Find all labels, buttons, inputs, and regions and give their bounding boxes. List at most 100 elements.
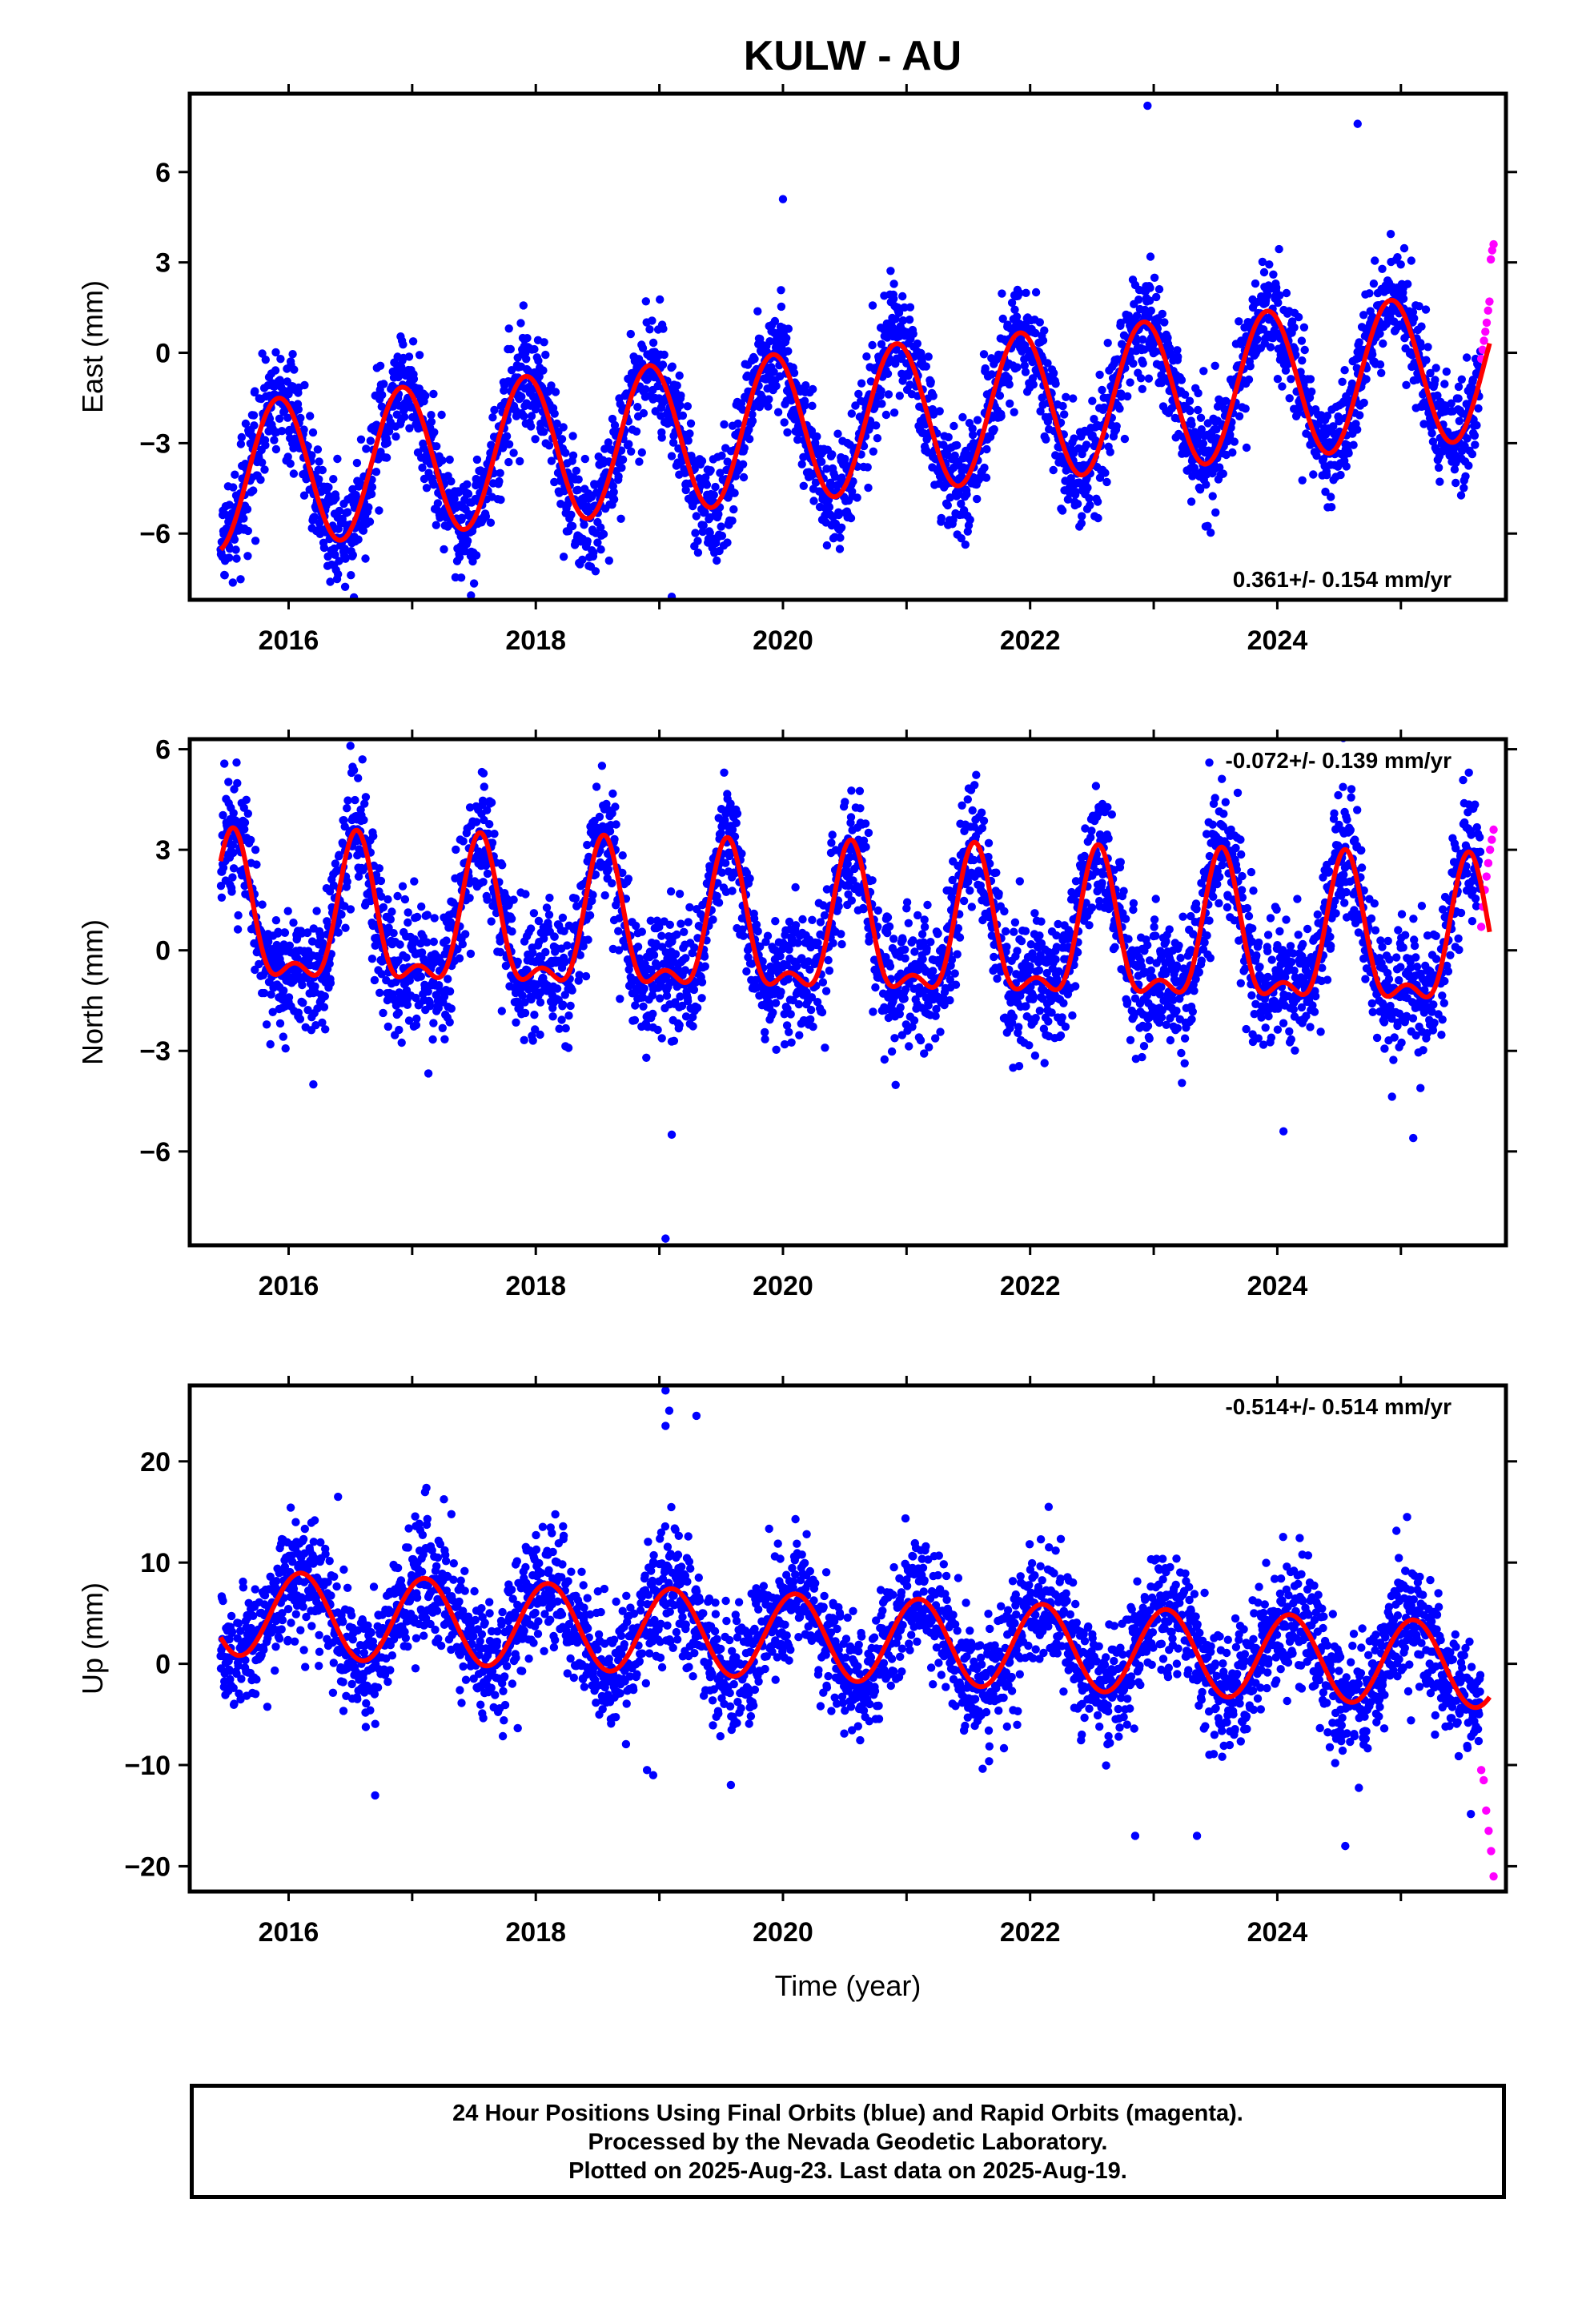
east-point — [599, 529, 608, 539]
north-point — [640, 984, 648, 993]
north-point — [806, 1005, 816, 1015]
east-point — [324, 483, 333, 492]
east-point — [1386, 230, 1395, 239]
north-point — [720, 768, 729, 777]
north-point — [298, 980, 307, 990]
east-point — [504, 440, 514, 448]
east-point — [341, 554, 350, 563]
north-point — [284, 993, 294, 1002]
east-rapid-point — [1480, 336, 1488, 345]
east-point — [241, 419, 251, 428]
east-point — [1207, 529, 1215, 537]
east-point — [427, 417, 436, 426]
north-point — [544, 911, 554, 919]
north-point — [671, 950, 681, 959]
east-point — [1359, 398, 1368, 408]
east-point — [851, 401, 860, 410]
east-point — [572, 466, 580, 475]
east-point — [877, 387, 885, 396]
east-point — [296, 413, 305, 423]
east-point — [979, 350, 989, 359]
north-point — [821, 1043, 829, 1052]
east-point — [1403, 279, 1412, 288]
east-point — [1038, 336, 1048, 345]
north-point — [312, 907, 321, 915]
north-point — [461, 930, 470, 939]
north-point — [680, 927, 689, 937]
east-point — [343, 508, 352, 517]
north-point — [369, 831, 378, 841]
east-point — [926, 377, 935, 387]
east-point — [980, 463, 989, 472]
east-point — [495, 476, 504, 486]
east-point — [633, 403, 642, 412]
east-point — [604, 438, 613, 447]
east-point — [1460, 484, 1468, 493]
east-point — [772, 381, 781, 391]
north-point — [595, 812, 604, 822]
east-point — [236, 440, 246, 448]
east-point — [624, 440, 633, 448]
east-point — [750, 355, 759, 364]
east-point — [632, 427, 641, 436]
east-point — [1421, 305, 1431, 314]
east-rapid-point — [1482, 318, 1492, 328]
east-point — [436, 513, 444, 522]
east-x-tick-label: 2018 — [505, 625, 566, 656]
north-point — [485, 819, 494, 829]
east-point — [315, 475, 323, 484]
east-point — [457, 513, 467, 522]
east-point — [685, 429, 694, 438]
east-point — [777, 302, 786, 312]
east-point — [583, 537, 592, 545]
east-point — [1282, 288, 1291, 298]
north-point — [791, 921, 801, 930]
north-point — [393, 891, 402, 901]
east-point — [432, 442, 441, 451]
east-point — [1275, 244, 1283, 254]
east-point — [367, 489, 376, 499]
east-point — [375, 506, 383, 515]
north-point — [793, 939, 802, 947]
north-point — [507, 915, 516, 923]
east-point — [1423, 343, 1432, 352]
east-point — [648, 316, 656, 325]
north-point — [445, 1018, 454, 1027]
north-point — [828, 830, 837, 839]
north-point — [242, 795, 251, 804]
east-point — [777, 286, 785, 295]
north-point — [412, 912, 422, 922]
east-point — [793, 435, 802, 444]
east-point — [294, 405, 303, 414]
north-point — [438, 1023, 447, 1033]
east-point — [801, 381, 810, 390]
east-point — [362, 444, 371, 453]
east-point — [997, 412, 1006, 420]
north-point — [447, 1004, 456, 1013]
east-point — [950, 421, 958, 431]
east-point — [1457, 375, 1467, 384]
east-point — [1422, 356, 1431, 364]
east-point — [1202, 480, 1211, 489]
north-point — [398, 882, 408, 891]
north-point — [536, 998, 545, 1007]
east-point — [418, 463, 427, 472]
east-point — [881, 410, 891, 420]
north-point — [389, 929, 398, 938]
east-point — [1154, 285, 1164, 294]
east-point — [1362, 375, 1371, 384]
east-point — [1134, 296, 1143, 304]
east-final-orbit-points — [216, 101, 1485, 600]
east-point — [740, 444, 749, 452]
east-point — [1102, 477, 1111, 487]
north-point — [229, 809, 238, 818]
north-point — [653, 1025, 662, 1035]
north-point — [649, 951, 659, 959]
east-point — [556, 500, 565, 509]
east-point — [286, 459, 295, 468]
east-point — [1342, 462, 1351, 471]
east-point — [799, 481, 808, 490]
east-point — [1186, 497, 1196, 506]
east-point — [1464, 461, 1473, 470]
north-point — [430, 914, 439, 923]
